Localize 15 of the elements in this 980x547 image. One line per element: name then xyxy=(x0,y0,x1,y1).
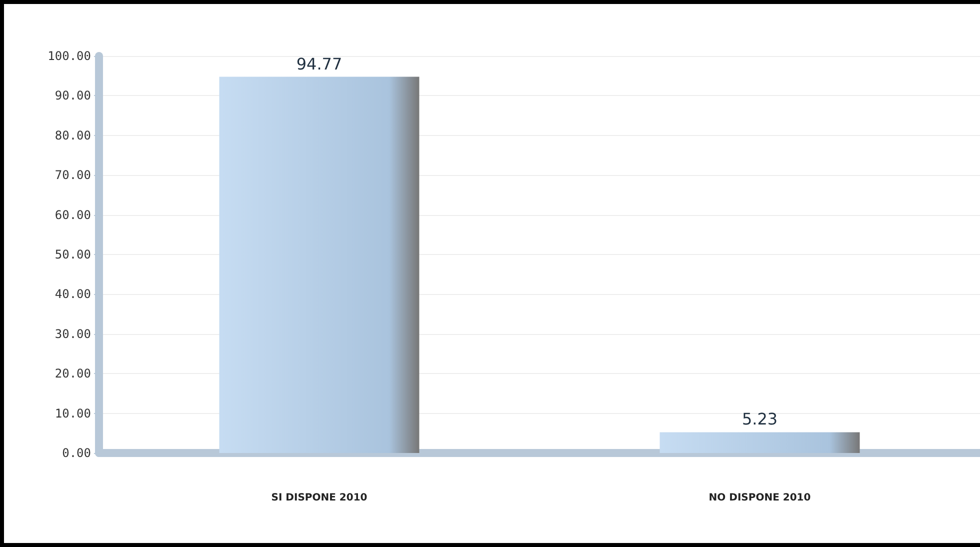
y-tick-label: 30.00 xyxy=(54,326,91,341)
data-label: 5.23 xyxy=(742,410,778,429)
x-tick-label: NO DISPONE 2010 xyxy=(708,492,811,504)
y-tick-label: 80.00 xyxy=(54,128,91,142)
y-tick-label: 0.00 xyxy=(62,446,91,460)
y-tick-label: 50.00 xyxy=(54,248,91,262)
y-tick-label: 70.00 xyxy=(54,168,91,182)
y-tick-label: 20.00 xyxy=(54,366,91,381)
y-tick-label: 100.00 xyxy=(48,49,91,63)
data-label: 94.77 xyxy=(296,54,342,74)
x-tick-label: SI DISPONE 2010 xyxy=(271,492,368,504)
y-tick-label: 60.00 xyxy=(54,208,91,222)
y-tick-label: 90.00 xyxy=(54,88,91,103)
y-tick-label: 10.00 xyxy=(54,406,91,420)
y-tick-label: 40.00 xyxy=(54,287,91,302)
